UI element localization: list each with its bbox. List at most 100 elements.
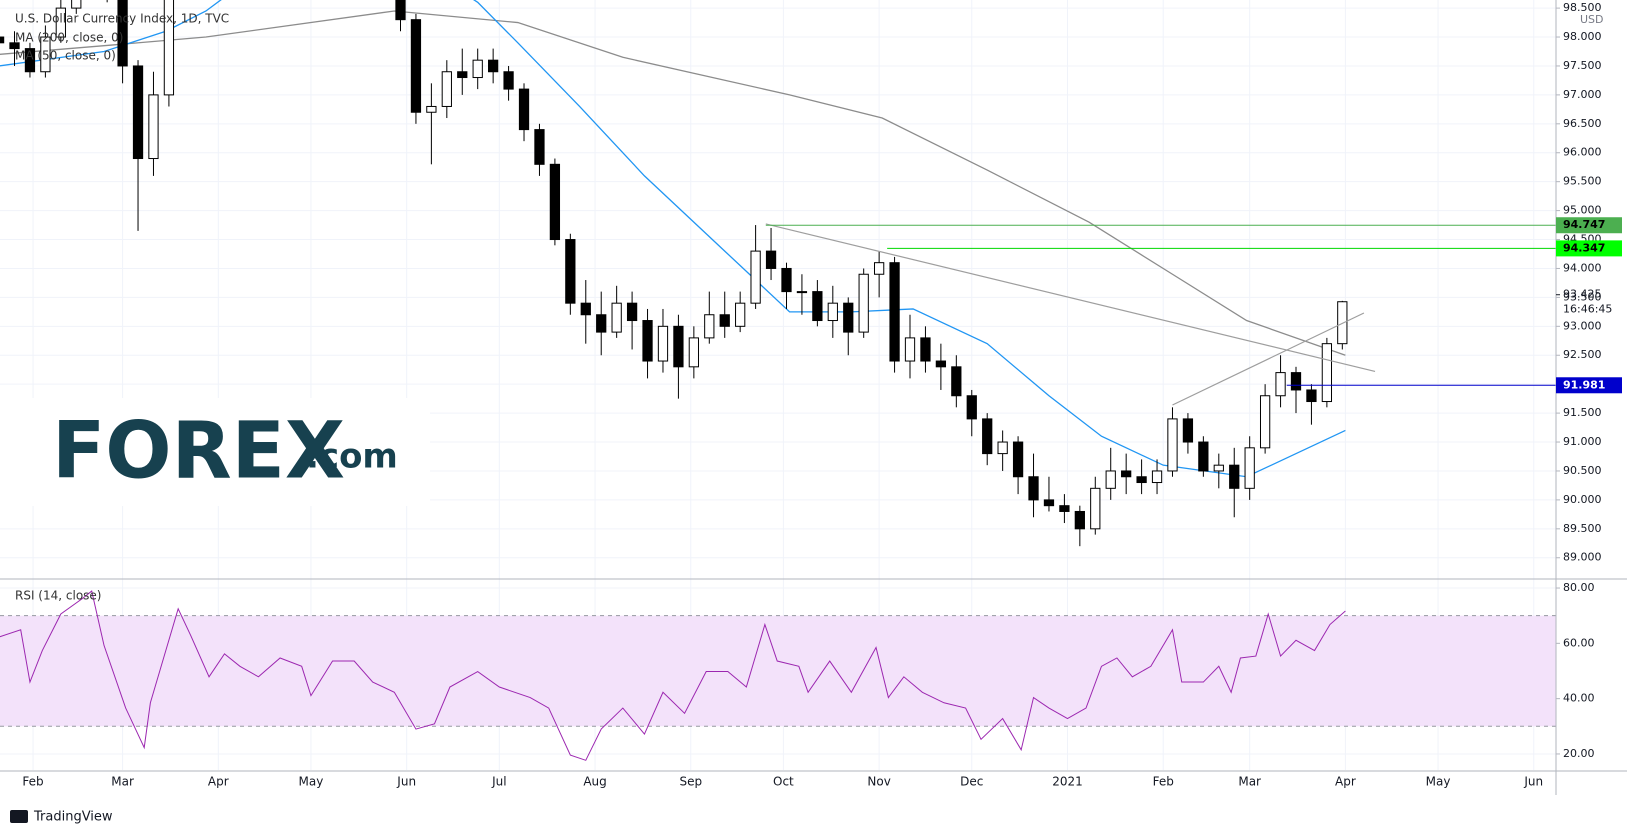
y-tick-label: 95.000	[1563, 204, 1602, 217]
logo-backdrop	[0, 398, 430, 506]
x-tick-label: 2021	[1052, 775, 1083, 789]
candle-body	[565, 239, 576, 304]
candle-body	[1244, 447, 1255, 489]
level-label-box	[1556, 217, 1622, 234]
candle-body	[163, 0, 175, 96]
candle-body	[982, 418, 993, 455]
candle-body	[148, 94, 159, 160]
candle-body	[935, 360, 947, 368]
candle-body	[626, 302, 638, 322]
level-label-box	[1556, 240, 1622, 257]
last-price-label: 93.425	[1563, 288, 1602, 301]
legend-entry: MA (50, close, 0)	[15, 49, 116, 63]
candle-body	[1290, 372, 1302, 391]
x-tick-label: May	[299, 775, 324, 789]
candle-body	[873, 262, 885, 275]
candle-body	[40, 36, 51, 73]
candle-body	[1198, 441, 1209, 472]
x-tick-label: Feb	[1153, 775, 1174, 789]
candle-body	[1074, 510, 1085, 530]
chart-title: U.S. Dollar Currency Index, 1D, TVC	[15, 12, 229, 26]
candle-body	[441, 71, 452, 107]
x-tick-label: May	[1426, 775, 1451, 789]
y-tick-label: 97.000	[1563, 88, 1602, 101]
rsi-band	[0, 615, 1556, 727]
candle-body	[132, 65, 144, 160]
y-tick-label: 96.500	[1563, 117, 1602, 130]
rsi-tick-label: 20.00	[1563, 747, 1595, 760]
candle-body	[1059, 505, 1070, 512]
candle-body	[596, 314, 607, 333]
trend-line	[1172, 312, 1365, 406]
candle-body	[688, 337, 699, 368]
y-tick-label: 93.500	[1563, 290, 1602, 303]
legend-entry: MA (200, close, 0)	[15, 31, 123, 45]
candle-body	[843, 302, 854, 333]
candle-body	[1275, 372, 1286, 397]
x-tick-label: Oct	[773, 775, 794, 789]
rsi-line	[0, 590, 1346, 761]
candle-body	[503, 71, 514, 90]
rsi-band-layer	[0, 615, 1556, 727]
rsi-legend: RSI (14, close)	[15, 589, 101, 603]
candle-body	[71, 0, 82, 9]
x-tick-label: Jun	[396, 775, 416, 789]
x-tick-label: Mar	[111, 775, 134, 789]
y-tick-label: 89.500	[1563, 522, 1602, 535]
candle-body	[395, 0, 406, 21]
level-label: 94.747	[1563, 218, 1605, 231]
footer-text: TradingView	[33, 810, 113, 825]
y-tick-label: 91.500	[1563, 406, 1602, 419]
x-tick-label: Aug	[583, 775, 606, 789]
candle-body	[920, 337, 931, 362]
level-label-box	[1556, 377, 1622, 394]
candle-body	[1090, 487, 1101, 530]
logo-name: FOREX	[52, 406, 345, 496]
candle-body	[24, 48, 36, 73]
y-tick-label: 98.000	[1563, 30, 1602, 43]
y-tick-label: 94.000	[1563, 261, 1602, 274]
candle-body	[1167, 418, 1178, 472]
candle-body	[735, 302, 746, 327]
candle-body	[827, 302, 838, 322]
rsi-pane	[0, 590, 1346, 761]
logo-domain: .com	[306, 437, 398, 477]
candle-body	[488, 59, 499, 73]
y-tick-label: 89.000	[1563, 551, 1602, 564]
moving-average	[0, 0, 1346, 478]
y-tick-label: 98.500	[1563, 1, 1602, 14]
candle-body	[704, 314, 715, 339]
candle-body	[889, 262, 900, 362]
x-tick-label: Jun	[1523, 775, 1543, 789]
candle-body	[9, 42, 20, 50]
rsi-tick-label: 60.00	[1563, 636, 1595, 649]
trend-line	[765, 223, 1376, 373]
labels: U.S. Dollar Currency Index, 1D, TVC MA (…	[10, 1, 1622, 825]
main-pane	[0, 0, 1556, 547]
candle-body	[1321, 343, 1333, 403]
candle-body	[611, 302, 622, 333]
x-tick-label: Jul	[491, 775, 506, 789]
candle-body	[966, 395, 977, 420]
candle-body	[55, 7, 66, 38]
candle-body	[580, 302, 591, 316]
candle-body	[1182, 418, 1194, 443]
candle-body	[1012, 441, 1024, 478]
candle-body	[997, 441, 1008, 455]
candle-body	[1306, 389, 1317, 403]
footer-icon	[10, 810, 28, 823]
x-tick-label: Dec	[960, 775, 983, 789]
candle-body	[657, 325, 669, 362]
y-tick-label: 90.500	[1563, 464, 1602, 477]
level-label: 91.981	[1563, 378, 1605, 391]
candle-body	[1121, 470, 1132, 478]
candle-body	[549, 163, 561, 241]
candle-body	[1028, 476, 1039, 501]
x-tick-label: Nov	[867, 775, 890, 789]
candle-body	[858, 273, 869, 333]
y-tick-label: 95.500	[1563, 175, 1602, 188]
candle-body	[0, 36, 5, 44]
candle-body	[457, 71, 468, 79]
x-tick-label: Apr	[1335, 775, 1356, 789]
y-tick-label: 97.500	[1563, 59, 1602, 72]
